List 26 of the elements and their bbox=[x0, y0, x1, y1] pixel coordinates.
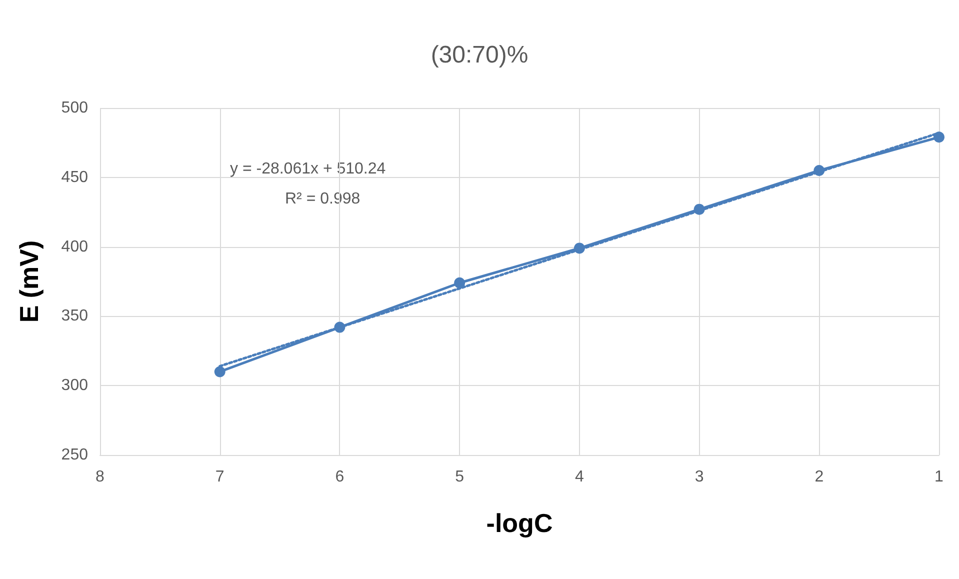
point bbox=[814, 164, 825, 176]
x-tick-label: 8 bbox=[96, 468, 105, 486]
x-axis-title: -logC bbox=[486, 508, 553, 538]
x-tick-label: 3 bbox=[694, 468, 704, 486]
point bbox=[334, 322, 346, 333]
annotation: y = -28.061x + 510.24 bbox=[230, 160, 386, 178]
point bbox=[694, 204, 705, 215]
x-tick-label: 2 bbox=[814, 468, 824, 486]
y-axis-title: E (mV) bbox=[14, 240, 44, 323]
chart-title: (30:70)% bbox=[430, 42, 528, 68]
y-tick-label: 300 bbox=[61, 377, 88, 394]
point bbox=[574, 242, 585, 254]
annotation: R² = 0.998 bbox=[285, 190, 360, 208]
x-tick-label: 1 bbox=[934, 468, 944, 486]
y-tick-label: 250 bbox=[61, 446, 88, 464]
x-tick-label: 5 bbox=[455, 468, 464, 486]
point bbox=[214, 366, 226, 378]
x-tick-label: 4 bbox=[574, 468, 584, 486]
y-tick-label: 450 bbox=[61, 168, 88, 186]
y-tick-label: 500 bbox=[61, 100, 88, 116]
point bbox=[454, 277, 466, 288]
y-tick-label: 400 bbox=[61, 238, 88, 256]
y-tick-label: 350 bbox=[61, 308, 88, 325]
point bbox=[934, 132, 944, 143]
x-tick-label: 7 bbox=[215, 468, 224, 486]
x-tick-label: 6 bbox=[335, 468, 344, 486]
